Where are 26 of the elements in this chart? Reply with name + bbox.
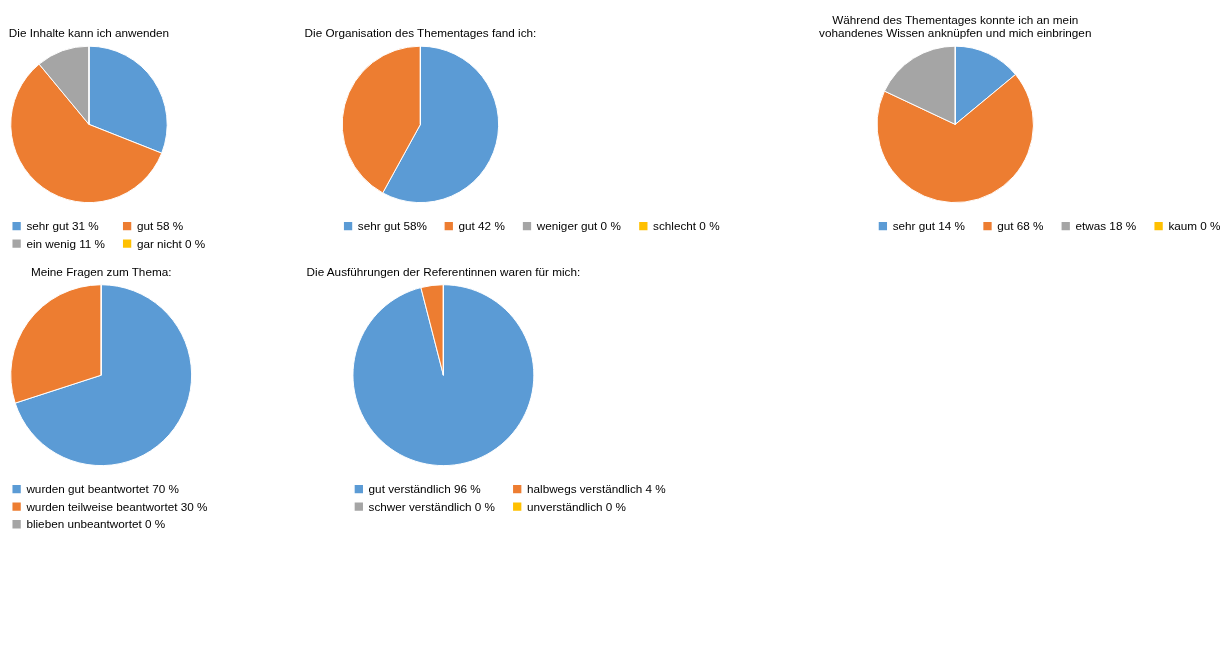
- legend-label: gut verständlich 96 %: [368, 481, 481, 495]
- pie-slice: [14, 284, 193, 467]
- legend-label: halbwegs verständlich 4 %: [526, 481, 666, 495]
- legend-label: wurden gut beantwortet 70 %: [25, 481, 179, 495]
- legend-label: etwas 18 %: [1075, 218, 1137, 232]
- chart-title: Während des Thementages konnte ich an mein vohandenes Wissen anknüpfen und mich einbringen: [819, 12, 1092, 40]
- chart-title: Die Organisation des Thementages fand ich:: [304, 26, 537, 40]
- legend-label: gar nicht 0 %: [136, 236, 206, 250]
- legend-label: wurden teilweise beantwortet 30 %: [25, 499, 208, 513]
- legend-label: kaum 0 %: [1168, 218, 1221, 232]
- legend-label: unverständlich 0 %: [526, 499, 627, 513]
- legend-label: gut 68 %: [997, 218, 1044, 232]
- legend-label: sehr gut 58%: [357, 218, 427, 232]
- legend-label: sehr gut 31 %: [26, 218, 99, 232]
- legend-label: gut 58 %: [136, 218, 184, 232]
- legend-label: weniger gut 0 %: [535, 218, 621, 232]
- legend-label: blieben unbeantwortet 0 %: [26, 517, 166, 531]
- chart-title: Die Inhalte kann ich anwenden: [8, 26, 170, 40]
- legend-label: gut 42 %: [458, 218, 505, 232]
- legend-label: schlecht 0 %: [653, 218, 720, 232]
- legend-label: sehr gut 14 %: [892, 218, 965, 232]
- pie-slice: [352, 284, 535, 466]
- chart-title: Die Ausführungen der Referentinnen waren für mich:: [306, 264, 581, 278]
- legend-label: schwer verständlich 0 %: [368, 499, 495, 513]
- legend-label: ein wenig 11 %: [26, 236, 106, 250]
- chart-title: Meine Fragen zum Thema:: [30, 264, 172, 278]
